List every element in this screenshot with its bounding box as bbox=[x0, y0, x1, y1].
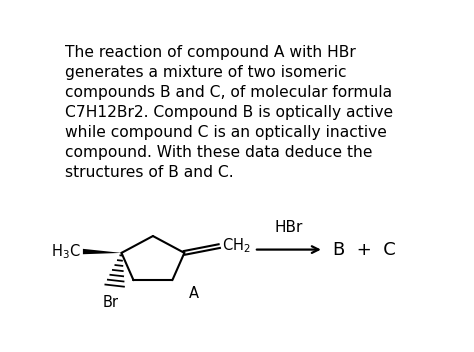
Text: A: A bbox=[189, 285, 199, 301]
Text: B  +  C: B + C bbox=[333, 240, 396, 259]
Text: Br: Br bbox=[102, 295, 118, 310]
Text: CH$_2$: CH$_2$ bbox=[222, 237, 251, 256]
Text: The reaction of compound A with HBr
generates a mixture of two isomeric
compound: The reaction of compound A with HBr gene… bbox=[65, 45, 393, 180]
Text: H$_3$C: H$_3$C bbox=[52, 242, 81, 261]
Text: HBr: HBr bbox=[274, 220, 303, 235]
Polygon shape bbox=[83, 249, 121, 254]
